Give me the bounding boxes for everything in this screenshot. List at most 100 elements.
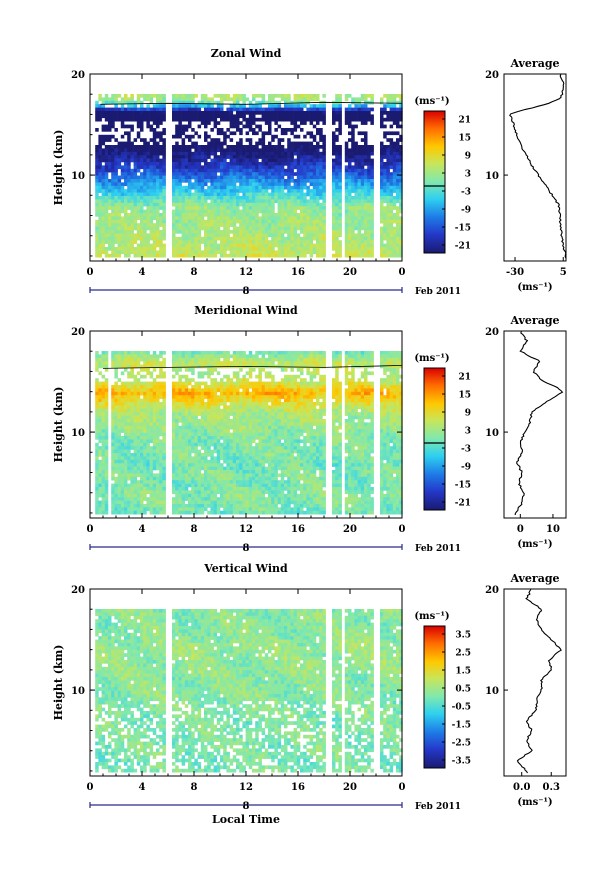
- heatmap-cell: [127, 470, 131, 474]
- heatmap-cell: [252, 236, 256, 241]
- heatmap-cell: [287, 158, 291, 163]
- heatmap-cell: [204, 104, 208, 108]
- heatmap-cell: [140, 151, 144, 156]
- heatmap-cell: [172, 226, 176, 231]
- heatmap-cell: [255, 165, 259, 170]
- heatmap-cell: [332, 104, 336, 108]
- colorbar-tick-label: -3: [461, 188, 471, 198]
- heatmap-cell: [245, 226, 250, 231]
- heatmap-cell: [396, 165, 400, 170]
- heatmap-cell: [261, 165, 266, 170]
- heatmap-cell: [117, 388, 122, 393]
- heatmap-cell: [146, 107, 150, 112]
- heatmap-cell: [184, 233, 189, 238]
- heatmap-cell: [114, 381, 118, 386]
- heatmap-cell: [207, 189, 211, 193]
- heatmap-cell: [178, 473, 182, 478]
- heatmap-cell: [392, 117, 397, 122]
- heatmap-cell: [389, 100, 394, 105]
- heatmap-cell: [108, 100, 112, 105]
- heatmap-cell: [213, 253, 218, 258]
- heatmap-cell: [309, 213, 314, 217]
- heatmap-cell: [175, 111, 179, 115]
- heatmap-cell: [143, 243, 147, 248]
- heatmap-cell: [200, 165, 205, 170]
- heatmap-cell: [303, 247, 307, 251]
- heatmap-cell: [133, 357, 138, 362]
- heatmap-cell: [149, 236, 154, 241]
- heatmap-cell: [220, 189, 224, 193]
- heatmap-cell: [309, 104, 314, 108]
- heatmap-cell: [319, 145, 323, 149]
- heatmap-cell: [364, 158, 368, 163]
- x-tick-label: 0: [87, 267, 94, 278]
- heatmap-cell: [322, 189, 326, 193]
- heatmap-cell: [284, 114, 288, 119]
- heatmap-cell: [268, 104, 272, 108]
- heatmap-cell: [143, 419, 147, 423]
- heatmap-cell: [178, 216, 182, 221]
- heatmap-cell: [344, 121, 349, 125]
- heatmap-cell: [396, 250, 400, 255]
- heatmap-cell: [98, 253, 102, 258]
- heatmap-cell: [184, 490, 189, 495]
- heatmap-cell: [248, 189, 253, 193]
- heatmap-cell: [367, 213, 371, 217]
- heatmap-cell: [242, 148, 246, 153]
- heatmap-cell: [181, 507, 186, 512]
- heatmap-cell: [399, 202, 403, 207]
- heatmap-cell: [149, 189, 154, 193]
- heatmap-cell: [293, 189, 298, 193]
- heatmap-cell: [296, 148, 301, 153]
- heatmap-cell: [124, 247, 128, 251]
- heatmap-cell: [248, 230, 253, 234]
- heatmap-cell: [181, 230, 186, 234]
- heatmap-cell: [229, 172, 234, 176]
- heatmap-cell: [354, 219, 358, 224]
- heatmap-cell: [271, 151, 275, 156]
- heatmap-cell: [309, 168, 314, 173]
- heatmap-cell: [136, 124, 141, 129]
- heatmap-cell: [172, 199, 176, 204]
- heatmap-cell: [316, 202, 320, 207]
- heatmap-cell: [204, 94, 208, 98]
- heatmap-cell: [319, 185, 323, 190]
- heatmap-cell: [143, 361, 147, 365]
- heatmap-cell: [274, 185, 278, 190]
- heatmap-cell: [152, 165, 157, 170]
- heatmap-cell: [338, 230, 342, 234]
- heatmap-cell: [197, 172, 202, 176]
- heatmap-cell: [149, 114, 154, 119]
- heatmap-cell: [300, 189, 304, 193]
- heatmap-cell: [271, 158, 275, 163]
- heatmap-cell: [360, 172, 365, 176]
- heatmap-cell: [152, 243, 157, 248]
- heatmap-cell: [383, 236, 387, 241]
- heatmap-cell: [127, 466, 131, 471]
- heatmap-cell: [95, 250, 99, 255]
- heatmap-cell: [226, 94, 230, 98]
- heatmap-cell: [197, 213, 202, 217]
- heatmap-cell: [389, 158, 394, 163]
- heatmap-cell: [146, 196, 150, 200]
- heatmap-cell: [293, 97, 298, 102]
- heatmap-cell: [175, 446, 179, 450]
- heatmap-cell: [252, 97, 256, 102]
- heatmap-cell: [120, 470, 125, 474]
- heatmap-cell: [216, 236, 221, 241]
- heatmap-cell: [239, 131, 243, 136]
- heatmap-cell: [268, 162, 272, 166]
- heatmap-cell: [290, 223, 294, 227]
- heatmap-cell: [197, 175, 202, 180]
- heatmap-cell: [143, 497, 147, 501]
- heatmap-cell: [335, 107, 339, 112]
- heatmap-cell: [383, 223, 387, 227]
- heatmap-cell: [258, 216, 262, 221]
- heatmap-cell: [124, 419, 128, 423]
- heatmap-cell: [226, 206, 230, 210]
- heatmap-cell: [319, 230, 323, 234]
- heatmap-cell: [232, 243, 237, 248]
- heatmap-cell: [140, 206, 144, 210]
- heatmap-cell: [191, 107, 195, 112]
- heatmap-cell: [188, 158, 192, 163]
